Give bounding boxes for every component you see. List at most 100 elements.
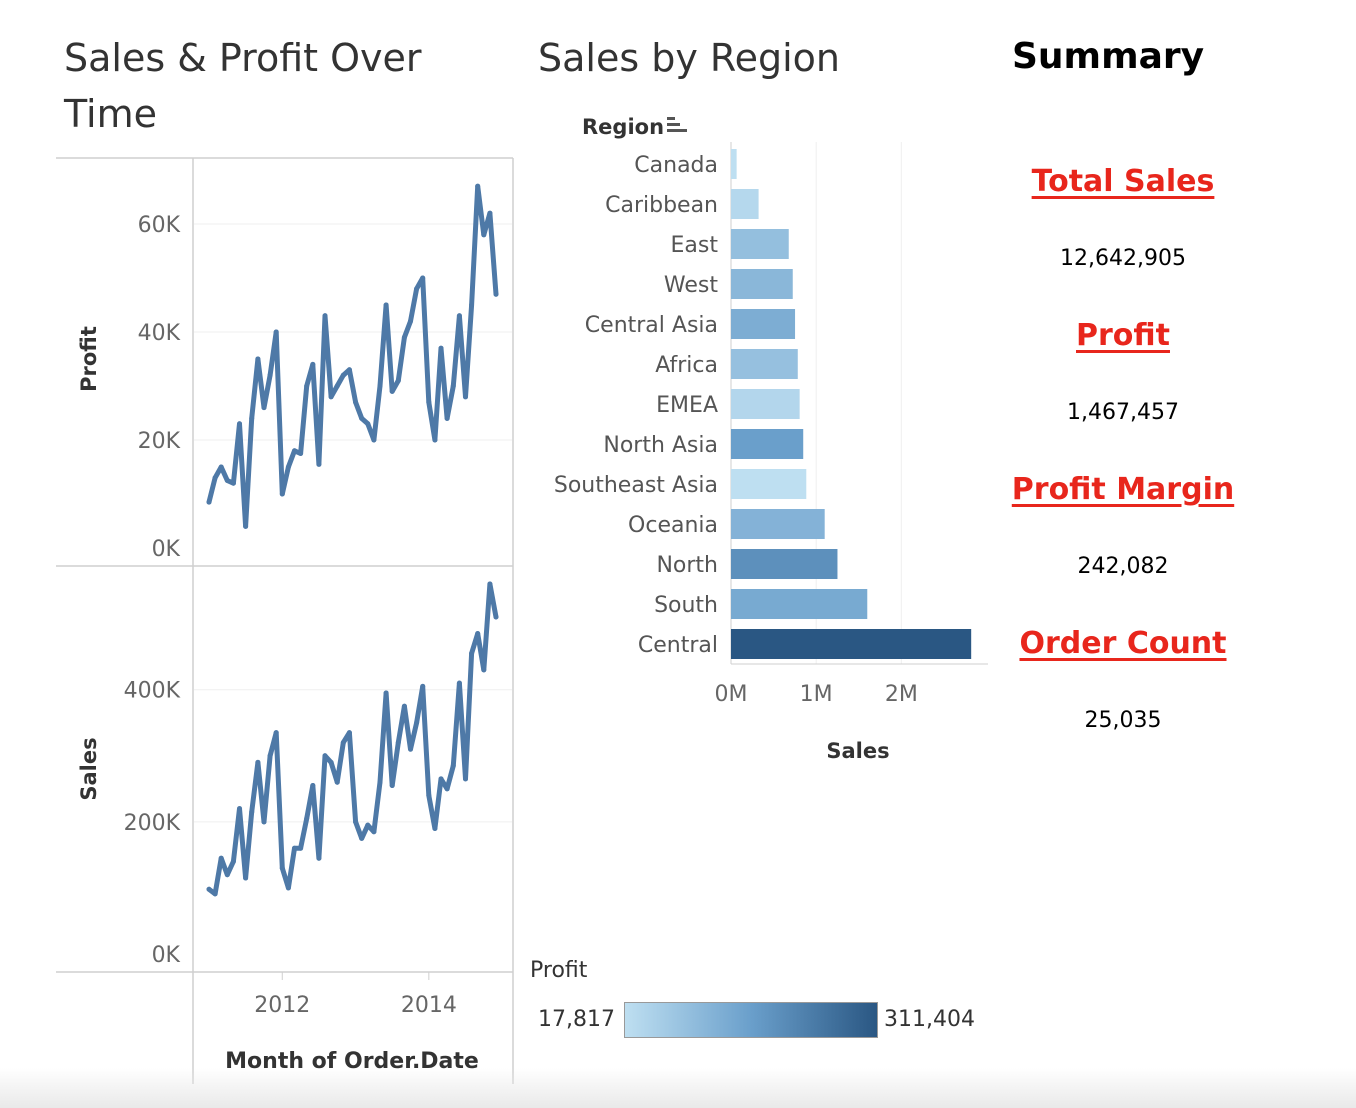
sales-point[interactable]	[493, 614, 499, 620]
sales-point[interactable]	[456, 680, 462, 686]
sales-point[interactable]	[481, 667, 487, 673]
profit-point[interactable]	[230, 480, 236, 486]
profit-point[interactable]	[359, 415, 365, 421]
region-bar[interactable]	[731, 469, 807, 499]
region-bar[interactable]	[731, 149, 737, 179]
profit-point[interactable]	[255, 356, 261, 362]
profit-point[interactable]	[291, 448, 297, 454]
profit-point[interactable]	[212, 475, 218, 481]
profit-point[interactable]	[304, 383, 310, 389]
sales-point[interactable]	[334, 779, 340, 785]
sales-point[interactable]	[316, 855, 322, 861]
profit-point[interactable]	[420, 275, 426, 281]
sales-point[interactable]	[291, 845, 297, 851]
region-bar[interactable]	[731, 189, 759, 219]
profit-point[interactable]	[237, 421, 243, 427]
sales-point[interactable]	[359, 835, 365, 841]
sales-point[interactable]	[377, 779, 383, 785]
sales-point[interactable]	[218, 855, 224, 861]
sales-point[interactable]	[261, 819, 267, 825]
sales-point[interactable]	[206, 886, 212, 892]
region-bar[interactable]	[731, 589, 868, 619]
profit-point[interactable]	[267, 372, 273, 378]
region-bar[interactable]	[731, 309, 796, 339]
sales-point[interactable]	[310, 783, 316, 789]
sales-point[interactable]	[237, 806, 243, 812]
profit-point[interactable]	[493, 291, 499, 297]
profit-point[interactable]	[273, 329, 279, 335]
region-bar[interactable]	[731, 269, 793, 299]
profit-point[interactable]	[408, 318, 414, 324]
profit-point[interactable]	[298, 451, 304, 456]
sales-point[interactable]	[340, 740, 346, 746]
sales-point[interactable]	[304, 816, 310, 822]
sales-point[interactable]	[328, 759, 334, 765]
profit-point[interactable]	[426, 399, 432, 405]
sales-point[interactable]	[212, 891, 218, 897]
profit-point[interactable]	[279, 491, 285, 497]
sales-point[interactable]	[383, 690, 389, 696]
sales-point[interactable]	[469, 650, 475, 656]
profit-point[interactable]	[310, 361, 316, 367]
profit-point[interactable]	[249, 415, 255, 421]
sales-point[interactable]	[249, 809, 255, 815]
order-count-link[interactable]: Order Count	[1019, 626, 1227, 661]
sales-point[interactable]	[444, 786, 450, 792]
sort-icon[interactable]	[667, 117, 687, 132]
profit-point[interactable]	[285, 464, 291, 470]
sales-point[interactable]	[285, 885, 291, 891]
profit-point[interactable]	[389, 388, 395, 394]
sales-point[interactable]	[426, 792, 432, 798]
sales-point[interactable]	[298, 845, 304, 851]
profit-point[interactable]	[456, 313, 462, 319]
profit-point[interactable]	[371, 437, 377, 443]
profit-line[interactable]	[206, 183, 499, 529]
sales-point[interactable]	[432, 825, 438, 831]
profit-point[interactable]	[462, 394, 468, 400]
profit-point[interactable]	[261, 405, 267, 411]
sales-point[interactable]	[408, 746, 414, 752]
sales-profit-line-chart[interactable]: 0K 20K 40K 60K Profit 0K 200K 400K Sales 2012 2014…	[0, 0, 520, 1100]
sales-point[interactable]	[353, 819, 359, 825]
profit-point[interactable]	[450, 383, 456, 389]
region-bar[interactable]	[731, 549, 838, 579]
sales-point[interactable]	[420, 683, 426, 689]
sales-point[interactable]	[450, 763, 456, 769]
profit-point[interactable]	[475, 183, 481, 189]
region-bar[interactable]	[731, 509, 825, 539]
profit-margin-link[interactable]: Profit Margin	[1011, 472, 1235, 507]
profit-point[interactable]	[346, 367, 352, 373]
profit-point[interactable]	[383, 302, 389, 308]
sales-point[interactable]	[243, 875, 249, 881]
sales-point[interactable]	[346, 730, 352, 736]
sales-point[interactable]	[273, 730, 279, 736]
profit-point[interactable]	[444, 415, 450, 421]
region-bar[interactable]	[731, 349, 798, 379]
profit-point[interactable]	[218, 464, 224, 470]
sales-point[interactable]	[224, 872, 230, 878]
profit-point[interactable]	[365, 421, 371, 427]
profit-point[interactable]	[334, 383, 340, 389]
sales-by-region-bar-chart[interactable]: Region Canada Caribbean East West Central Asi…	[520, 0, 1000, 780]
sales-point[interactable]	[371, 829, 377, 835]
profit-color-ramp[interactable]	[624, 1002, 878, 1038]
profit-point[interactable]	[340, 372, 346, 378]
sales-point[interactable]	[255, 759, 261, 765]
total-sales-link[interactable]: Total Sales	[1031, 164, 1215, 199]
sales-point[interactable]	[389, 783, 395, 789]
profit-point[interactable]	[243, 523, 249, 529]
profit-point[interactable]	[377, 383, 383, 389]
sales-point[interactable]	[414, 720, 420, 726]
profit-point[interactable]	[395, 378, 401, 384]
profit-point[interactable]	[316, 461, 322, 467]
sales-point[interactable]	[267, 753, 273, 759]
profit-link[interactable]: Profit	[1076, 318, 1170, 353]
sales-point[interactable]	[462, 776, 468, 782]
sales-point[interactable]	[279, 865, 285, 871]
region-bar[interactable]	[731, 629, 972, 659]
sales-point[interactable]	[365, 822, 371, 828]
profit-point[interactable]	[353, 399, 359, 405]
profit-point[interactable]	[414, 286, 420, 292]
profit-point[interactable]	[481, 232, 487, 238]
profit-point[interactable]	[328, 394, 334, 400]
